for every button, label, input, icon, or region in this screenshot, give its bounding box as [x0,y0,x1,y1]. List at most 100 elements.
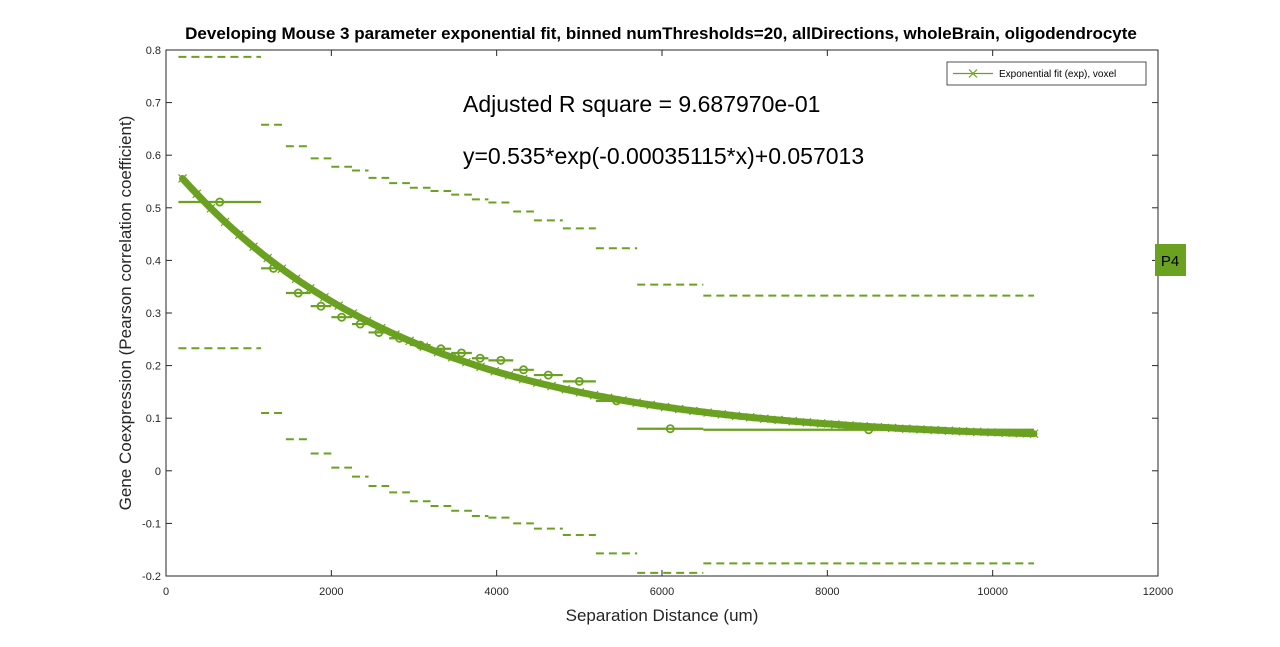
bin-mean-point [293,288,303,298]
bin-mean-point [374,327,384,337]
fit-x-marker [192,189,202,199]
bin-mean-point [457,348,467,358]
fit-x-marker [802,417,812,427]
fit-x-marker [476,362,485,372]
fit-x-marker [376,323,386,333]
panel-badge: P4 [1155,244,1186,276]
fit-x-marker [958,426,968,436]
fit-x-marker [461,357,471,367]
fit-x-marker [320,292,329,302]
x-tick-label: 6000 [650,586,674,598]
fit-x-marker [759,414,769,424]
fit-x-marker [887,423,897,433]
y-tick-label: 0.4 [146,255,161,267]
fit-x-marker [632,398,642,408]
legend-entry-label: Exponential fit (exp), voxel [999,69,1116,80]
fit-x-marker [291,274,301,284]
bin-mean-point [543,370,553,380]
x-axis-label: Separation Distance (um) [566,606,759,625]
fit-x-marker [305,283,315,293]
fit-x-marker [901,424,911,434]
adjusted-r-square-annotation: Adjusted R square = 9.687970e-01 [463,91,820,117]
fit-x-marker [277,264,287,274]
fit-x-marker [930,425,940,435]
legend: Exponential fit (exp), voxel [946,61,1147,86]
fit-x-marker [944,426,954,436]
y-tick-label: -0.2 [142,571,161,583]
bin-mean-point [496,355,506,365]
badge-label: P4 [1161,253,1179,270]
fit-x-marker [220,217,230,227]
y-tick-label: 0.7 [146,98,161,110]
fit-x-marker [859,421,869,431]
x-tick-label: 2000 [319,586,343,598]
fit-x-marker [589,390,599,400]
fit-x-marker [547,381,556,391]
y-tick-label: 0.3 [146,308,161,320]
fit-x-marker [731,411,741,421]
fit-x-marker [249,242,258,252]
fit-x-marker [745,412,755,422]
bin-mean-point [475,353,485,363]
fit-x-marker [348,309,358,318]
fit-x-marker [561,384,571,394]
fit-x-marker [816,418,826,428]
chart-title: Developing Mouse 3 parameter exponential… [185,24,1137,43]
bin-mean-point [215,197,225,207]
fit-x-marker [206,203,216,213]
fit-x-marker [575,387,585,397]
y-tick-label: -0.1 [142,518,161,530]
bin-mean-point [612,396,622,406]
bin-mean-point [395,333,405,343]
bin-mean-point [316,301,326,311]
fit-x-marker [845,420,854,430]
fit-x-marker [916,424,925,434]
fit-x-marker [972,427,982,437]
fit-x-marker [603,393,613,403]
bin-mean-point [665,424,675,434]
data-series [178,55,1039,574]
bin-mean-point [436,344,446,354]
bin-mean-point [574,376,584,386]
x-tick-label: 12000 [1143,586,1174,598]
fit-x-marker [504,370,514,380]
bin-mean-point [864,425,874,435]
fit-x-marker [263,253,273,263]
y-tick-label: 0.5 [146,203,161,215]
fit-x-marker [518,374,528,384]
plot-area [165,49,1159,577]
fit-x-marker [178,174,187,183]
x-tick-label: 8000 [815,586,839,598]
y-axis-label: Gene Coexpression (Pearson correlation c… [116,116,135,511]
y-tick-label: 0.8 [146,45,161,57]
x-tick-label: 4000 [484,586,508,598]
y-tick-label: 0 [155,466,161,478]
fit-x-marker [660,402,670,412]
bin-mean-point [337,312,347,322]
fit-equation-annotation: y=0.535*exp(-0.00035115*x)+0.057013 [463,143,864,169]
y-tick-label: 0.1 [146,413,161,425]
fit-x-marker [490,366,500,376]
fit-x-marker [390,330,400,340]
bin-mean-point [519,365,529,375]
legend-box [946,61,1147,86]
fit-x-marker [987,427,996,437]
fit-x-marker [1029,429,1039,439]
fit-x-marker [717,409,727,419]
bin-mean-point [415,340,425,350]
fit-x-marker [1001,428,1011,438]
fit-x-marker [646,400,656,410]
fit-x-marker [447,352,457,362]
bin-mean-point [355,319,365,329]
badge-background [1155,244,1186,276]
fit-x-marker [830,419,840,429]
legend-x-marker-icon [968,69,978,78]
y-tick-label: 0.6 [146,150,161,162]
fit-x-marker [334,301,344,311]
fit-x-marker [234,230,244,240]
y-tick-label: 0.2 [146,361,161,373]
fit-x-marker [1015,428,1025,438]
fit-x-marker [788,416,798,426]
fit-x-marker [674,404,684,414]
